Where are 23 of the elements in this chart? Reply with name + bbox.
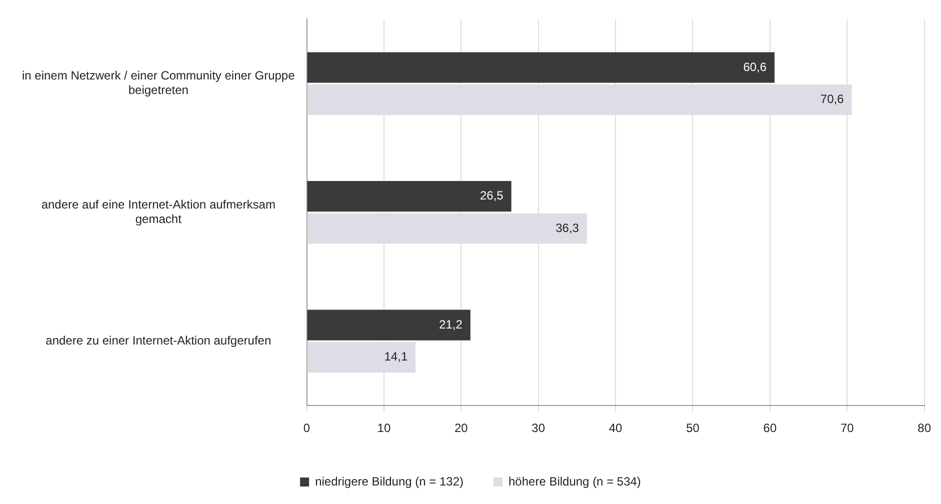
data-label: 26,5 <box>480 188 504 203</box>
bar <box>307 52 775 83</box>
x-tick-label: 80 <box>918 421 932 436</box>
data-label: 21,2 <box>439 317 463 332</box>
x-tick-label: 50 <box>686 421 700 436</box>
x-tick-label: 30 <box>532 421 546 436</box>
legend-label: höhere Bildung (n = 534) <box>508 474 641 488</box>
y-tick-label: andere auf eine Internet-Aktion aufmerksam gemacht <box>41 198 276 226</box>
x-tick-label: 20 <box>454 421 468 436</box>
y-tick-label: in einem Netzwerk / einer Community einer Gruppe beigetreten <box>22 68 296 98</box>
x-tick-label: 0 <box>303 421 310 436</box>
y-tick-label: andere zu einer Internet-Aktion aufgerufen <box>46 334 272 348</box>
data-label: 14,1 <box>384 350 408 364</box>
legend-label: niedrigere Bildung (n = 132) <box>315 474 464 488</box>
data-label: 36,3 <box>556 220 580 235</box>
x-tick-label: 40 <box>608 421 623 436</box>
bar <box>307 181 512 212</box>
x-tick-label: 10 <box>377 421 391 436</box>
x-tick-label: 70 <box>840 421 854 436</box>
data-label: 60,6 <box>743 60 767 74</box>
x-tick-label: 60 <box>763 421 777 436</box>
bar <box>307 310 470 340</box>
data-label: 70,6 <box>820 92 844 106</box>
